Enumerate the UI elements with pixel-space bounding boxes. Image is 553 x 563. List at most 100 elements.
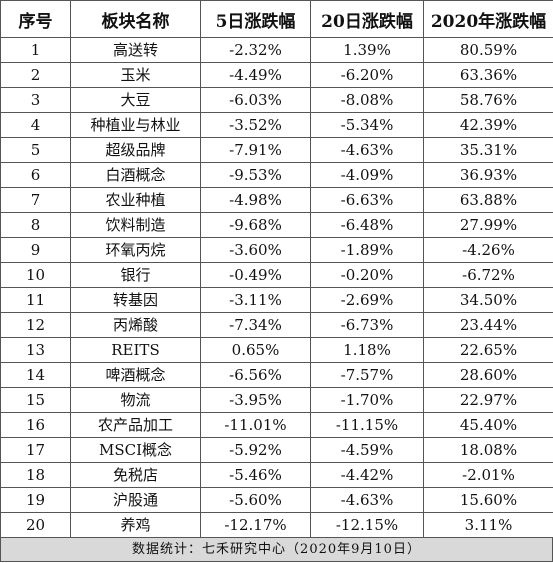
change-20day-cell: -12.15% (310, 512, 424, 538)
sector-name-cell: 玉米 (70, 62, 201, 88)
header-index: 序号 (0, 0, 71, 38)
table-row: 1 高送转 -2.32% 1.39% 80.59% (0, 37, 553, 63)
row-index-cell: 16 (0, 412, 71, 438)
change-20day-cell: -5.34% (310, 112, 424, 138)
row-index-cell: 8 (0, 212, 71, 238)
row-index-cell: 7 (0, 187, 71, 213)
table-row: 14 啤酒概念 -6.56% -7.57% 28.60% (0, 362, 553, 388)
row-index-cell: 3 (0, 87, 71, 113)
change-2020-cell: -4.26% (423, 237, 553, 263)
sector-name-cell: 环氧丙烷 (70, 237, 201, 263)
sector-name-cell: 养鸡 (70, 512, 201, 538)
sector-performance-table: 序号 板块名称 5日涨跌幅 20日涨跌幅 2020年涨跌幅 1 高送转 -2.32%… (0, 0, 553, 538)
table-row: 19 沪股通 -5.60% -4.63% 15.60% (0, 487, 553, 513)
change-5day-cell: -6.03% (200, 87, 311, 113)
change-2020-cell: 34.50% (423, 287, 553, 313)
change-2020-cell: 23.44% (423, 312, 553, 338)
row-index-cell: 12 (0, 312, 71, 338)
change-5day-cell: -2.32% (200, 37, 311, 63)
header-sector-name: 板块名称 (70, 0, 201, 38)
row-index-cell: 17 (0, 437, 71, 463)
change-2020-cell: 80.59% (423, 37, 553, 63)
row-index-cell: 18 (0, 462, 71, 488)
table-body: 1 高送转 -2.32% 1.39% 80.59% 2 玉米 -4.49% -6.20% 63.3… (0, 37, 553, 538)
change-2020-cell: 27.99% (423, 212, 553, 238)
table-row: 3 大豆 -6.03% -8.08% 58.76% (0, 87, 553, 113)
row-index-cell: 14 (0, 362, 71, 388)
table-row: 11 转基因 -3.11% -2.69% 34.50% (0, 287, 553, 313)
row-index-cell: 10 (0, 262, 71, 288)
change-2020-cell: 36.93% (423, 162, 553, 188)
sector-name-cell: 农产品加工 (70, 412, 201, 438)
sector-name-cell: 物流 (70, 387, 201, 413)
table-row: 17 MSCI概念 -5.92% -4.59% 18.08% (0, 437, 553, 463)
sector-name-cell: 丙烯酸 (70, 312, 201, 338)
row-index-cell: 13 (0, 337, 71, 363)
change-5day-cell: -7.91% (200, 137, 311, 163)
change-20day-cell: -0.20% (310, 262, 424, 288)
sector-name-cell: 饮料制造 (70, 212, 201, 238)
change-20day-cell: -4.09% (310, 162, 424, 188)
change-20day-cell: 1.39% (310, 37, 424, 63)
header-row: 序号 板块名称 5日涨跌幅 20日涨跌幅 2020年涨跌幅 (0, 0, 553, 38)
table-row: 5 超级品牌 -7.91% -4.63% 35.31% (0, 137, 553, 163)
change-20day-cell: -11.15% (310, 412, 424, 438)
change-5day-cell: -3.60% (200, 237, 311, 263)
change-5day-cell: -12.17% (200, 512, 311, 538)
table-row: 4 种植业与林业 -3.52% -5.34% 42.39% (0, 112, 553, 138)
table-row: 16 农产品加工 -11.01% -11.15% 45.40% (0, 412, 553, 438)
row-index-cell: 20 (0, 512, 71, 538)
table-row: 10 银行 -0.49% -0.20% -6.72% (0, 262, 553, 288)
change-2020-cell: 15.60% (423, 487, 553, 513)
sector-name-cell: 农业种植 (70, 187, 201, 213)
sector-name-cell: 大豆 (70, 87, 201, 113)
table-row: 15 物流 -3.95% -1.70% 22.97% (0, 387, 553, 413)
table-row: 7 农业种植 -4.98% -6.63% 63.88% (0, 187, 553, 213)
change-20day-cell: -1.70% (310, 387, 424, 413)
change-2020-cell: 42.39% (423, 112, 553, 138)
change-5day-cell: -3.11% (200, 287, 311, 313)
sector-name-cell: 沪股通 (70, 487, 201, 513)
row-index-cell: 1 (0, 37, 71, 63)
change-5day-cell: 0.65% (200, 337, 311, 363)
change-20day-cell: -1.89% (310, 237, 424, 263)
change-20day-cell: -7.57% (310, 362, 424, 388)
sector-name-cell: 高送转 (70, 37, 201, 63)
change-2020-cell: -6.72% (423, 262, 553, 288)
change-5day-cell: -5.60% (200, 487, 311, 513)
change-2020-cell: 58.76% (423, 87, 553, 113)
table-row: 6 白酒概念 -9.53% -4.09% 36.93% (0, 162, 553, 188)
change-20day-cell: -4.63% (310, 487, 424, 513)
change-5day-cell: -0.49% (200, 262, 311, 288)
row-index-cell: 5 (0, 137, 71, 163)
row-index-cell: 15 (0, 387, 71, 413)
change-5day-cell: -5.46% (200, 462, 311, 488)
row-index-cell: 4 (0, 112, 71, 138)
change-20day-cell: -4.63% (310, 137, 424, 163)
sector-name-cell: 超级品牌 (70, 137, 201, 163)
change-5day-cell: -3.52% (200, 112, 311, 138)
change-20day-cell: -6.63% (310, 187, 424, 213)
table-row: 2 玉米 -4.49% -6.20% 63.36% (0, 62, 553, 88)
change-5day-cell: -9.68% (200, 212, 311, 238)
change-5day-cell: -7.34% (200, 312, 311, 338)
sector-name-cell: MSCI概念 (70, 437, 201, 463)
change-5day-cell: -9.53% (200, 162, 311, 188)
header-2020-change: 2020年涨跌幅 (423, 0, 553, 38)
header-5day-change: 5日涨跌幅 (200, 0, 311, 38)
table-row: 8 饮料制造 -9.68% -6.48% 27.99% (0, 212, 553, 238)
change-5day-cell: -6.56% (200, 362, 311, 388)
table-row: 13 REITS 0.65% 1.18% 22.65% (0, 337, 553, 363)
header-20day-change: 20日涨跌幅 (310, 0, 424, 38)
change-2020-cell: 63.88% (423, 187, 553, 213)
sector-name-cell: 转基因 (70, 287, 201, 313)
change-2020-cell: 3.11% (423, 512, 553, 538)
change-2020-cell: -2.01% (423, 462, 553, 488)
sector-name-cell: REITS (70, 337, 201, 363)
change-5day-cell: -4.98% (200, 187, 311, 213)
change-20day-cell: -6.20% (310, 62, 424, 88)
sector-name-cell: 免税店 (70, 462, 201, 488)
change-2020-cell: 18.08% (423, 437, 553, 463)
change-2020-cell: 35.31% (423, 137, 553, 163)
change-5day-cell: -4.49% (200, 62, 311, 88)
